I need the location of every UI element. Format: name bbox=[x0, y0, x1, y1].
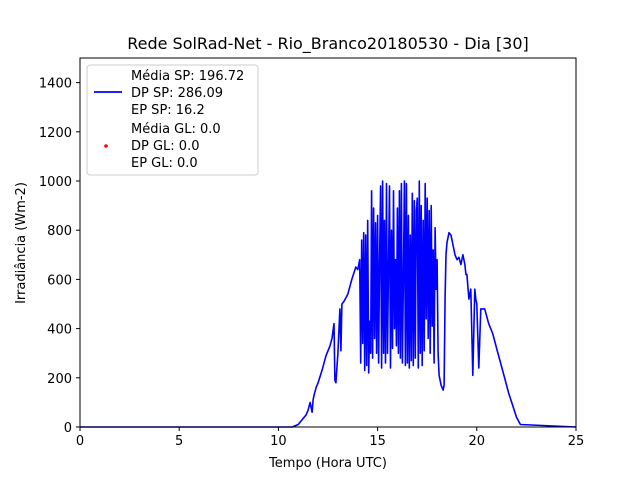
x-tick-label: 5 bbox=[175, 434, 183, 449]
legend-marker-gl bbox=[104, 144, 108, 148]
y-axis-label: Irradiância (Wm-2) bbox=[14, 182, 29, 304]
legend: Média SP: 196.72 DP SP: 286.09 EP SP: 16… bbox=[86, 64, 259, 176]
chart-title: Rede SolRad-Net - Rio_Branco20180530 - D… bbox=[127, 34, 529, 54]
plot-frame bbox=[79, 57, 577, 428]
y-tick-label: 1000 bbox=[39, 175, 72, 190]
x-axis-ticks: 0 5 10 15 20 25 bbox=[76, 427, 584, 449]
y-tick-label: 600 bbox=[47, 273, 72, 288]
legend-sp-se: EP SP: 16.2 bbox=[131, 103, 205, 118]
x-tick-label: 20 bbox=[469, 434, 486, 449]
y-tick-label: 800 bbox=[47, 224, 72, 239]
y-tick-label: 1400 bbox=[39, 77, 72, 92]
y-axis-ticks: 0 200 400 600 800 1000 1200 1400 bbox=[39, 77, 80, 436]
legend-box bbox=[86, 64, 259, 176]
legend-gl-se: EP GL: 0.0 bbox=[131, 156, 198, 171]
x-tick-label: 25 bbox=[568, 434, 585, 449]
y-tick-label: 200 bbox=[47, 372, 72, 387]
y-tick-label: 0 bbox=[64, 421, 72, 436]
x-tick-label: 15 bbox=[369, 434, 386, 449]
legend-sp-mean: Média SP: 196.72 bbox=[131, 69, 244, 84]
series-line-sp bbox=[80, 180, 577, 428]
legend-gl-mean: Média GL: 0.0 bbox=[131, 122, 221, 137]
y-tick-label: 400 bbox=[47, 323, 72, 338]
x-tick-label: 0 bbox=[76, 434, 84, 449]
series-layer bbox=[80, 180, 577, 428]
x-tick-label: 10 bbox=[270, 434, 287, 449]
legend-gl-sd: DP GL: 0.0 bbox=[131, 139, 200, 154]
x-axis-label: Tempo (Hora UTC) bbox=[268, 456, 387, 471]
y-tick-label: 1200 bbox=[39, 126, 72, 141]
legend-sp-sd: DP SP: 286.09 bbox=[131, 86, 223, 101]
